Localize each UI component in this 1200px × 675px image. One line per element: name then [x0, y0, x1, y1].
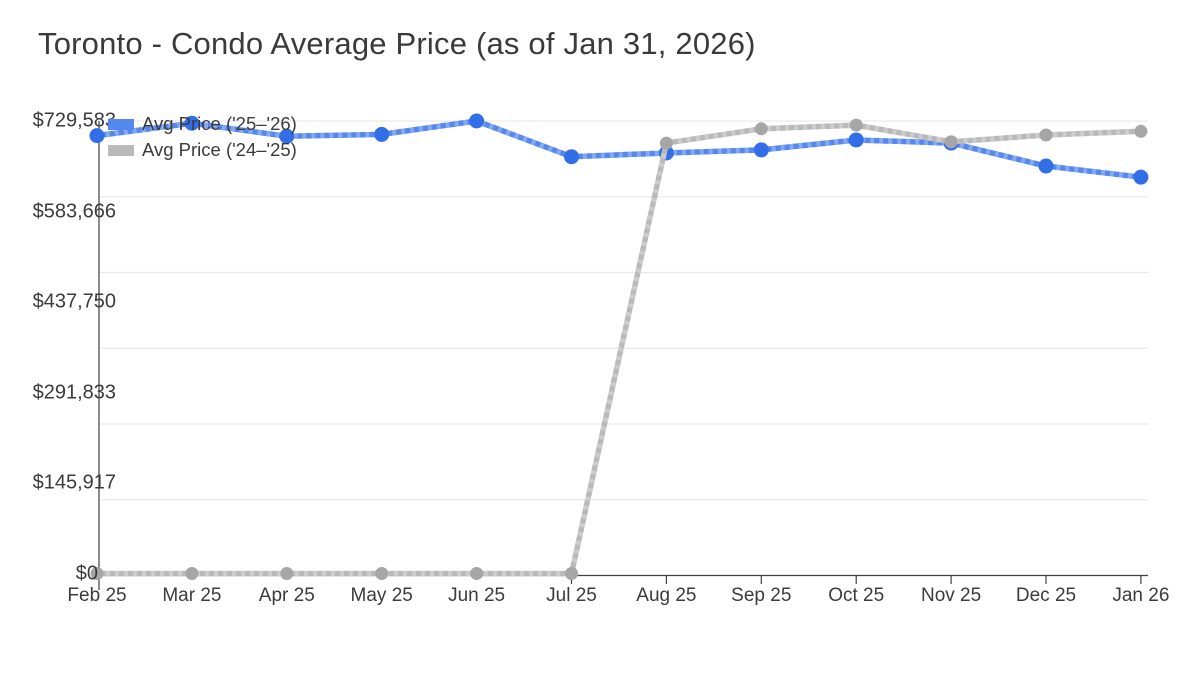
data-point-marker-avg-price-24-25	[470, 567, 484, 580]
data-point-marker-avg-price-24-25	[849, 118, 863, 132]
x-axis-label: Oct 25	[828, 585, 885, 606]
y-axis-label: $0	[75, 562, 98, 584]
data-point-marker-avg-price-24-25	[185, 567, 199, 580]
data-point-marker-avg-price-24-25	[1134, 124, 1148, 138]
x-axis-label: Jan 26	[1112, 585, 1170, 606]
data-point-marker-avg-price-24-25	[944, 135, 958, 149]
series-line-avg-price-24-25	[94, 122, 1144, 577]
data-point-marker-avg-price-24-25	[659, 136, 673, 150]
data-point-marker-avg-price-24-25	[90, 567, 104, 580]
data-point-marker-avg-price-25-26	[564, 149, 579, 165]
series-line-dash-texture	[96, 118, 1142, 180]
x-axis-label: Apr 25	[258, 585, 315, 606]
legend-item-25-26: Avg Price ('25–'26)	[108, 111, 297, 137]
data-point-marker-avg-price-24-25	[280, 567, 294, 580]
data-point-marker-avg-price-25-26	[279, 128, 295, 144]
legend-swatch-gray	[108, 144, 134, 156]
legend: Avg Price ('25–'26) Avg Price ('24–'25)	[108, 111, 297, 163]
data-point-marker-avg-price-25-26	[1038, 158, 1054, 174]
chart-title: Toronto - Condo Average Price (as of Jan…	[38, 26, 756, 61]
data-point-marker-avg-price-24-25	[754, 122, 768, 136]
data-point-marker-avg-price-24-25	[565, 567, 578, 580]
data-point-marker-avg-price-25-26	[469, 113, 485, 129]
x-axis-label: Nov 25	[920, 585, 982, 606]
y-axis-label: $437,750	[32, 290, 116, 313]
x-axis-label: Aug 25	[636, 585, 697, 606]
legend-label: Avg Price ('24–'25)	[142, 139, 297, 160]
data-point-marker-avg-price-25-26	[848, 132, 864, 148]
x-axis-label: Mar 25	[162, 585, 222, 606]
data-point-marker-avg-price-24-25	[1039, 128, 1053, 142]
legend-swatch-blue	[108, 118, 134, 130]
data-point-marker-avg-price-25-26	[374, 126, 390, 142]
data-point-marker-avg-price-24-25	[375, 567, 389, 580]
y-axis-label: $583,666	[32, 200, 116, 222]
y-axis-label: $729,583	[32, 109, 116, 132]
x-axis-label: Feb 25	[67, 585, 127, 606]
series-line-avg-price-25-26	[94, 118, 1144, 180]
data-point-marker-avg-price-25-26	[184, 115, 200, 131]
legend-label: Avg Price ('25–'26)	[142, 113, 297, 134]
x-axis-label: Jul 25	[546, 585, 597, 606]
x-axis-label: Jun 25	[448, 585, 506, 606]
data-point-marker-avg-price-25-26	[1133, 169, 1149, 185]
legend-item-24-25: Avg Price ('24–'25)	[108, 137, 297, 163]
y-axis-label: $145,917	[32, 471, 116, 494]
series-line-dash-texture	[97, 122, 1142, 577]
data-point-marker-avg-price-25-26	[89, 128, 105, 144]
x-axis-label: Sep 25	[731, 585, 792, 606]
x-axis-label: Dec 25	[1015, 585, 1077, 606]
y-axis-label: $291,833	[32, 381, 116, 403]
x-axis-label: May 25	[350, 585, 413, 606]
data-point-marker-avg-price-25-26	[753, 142, 769, 158]
